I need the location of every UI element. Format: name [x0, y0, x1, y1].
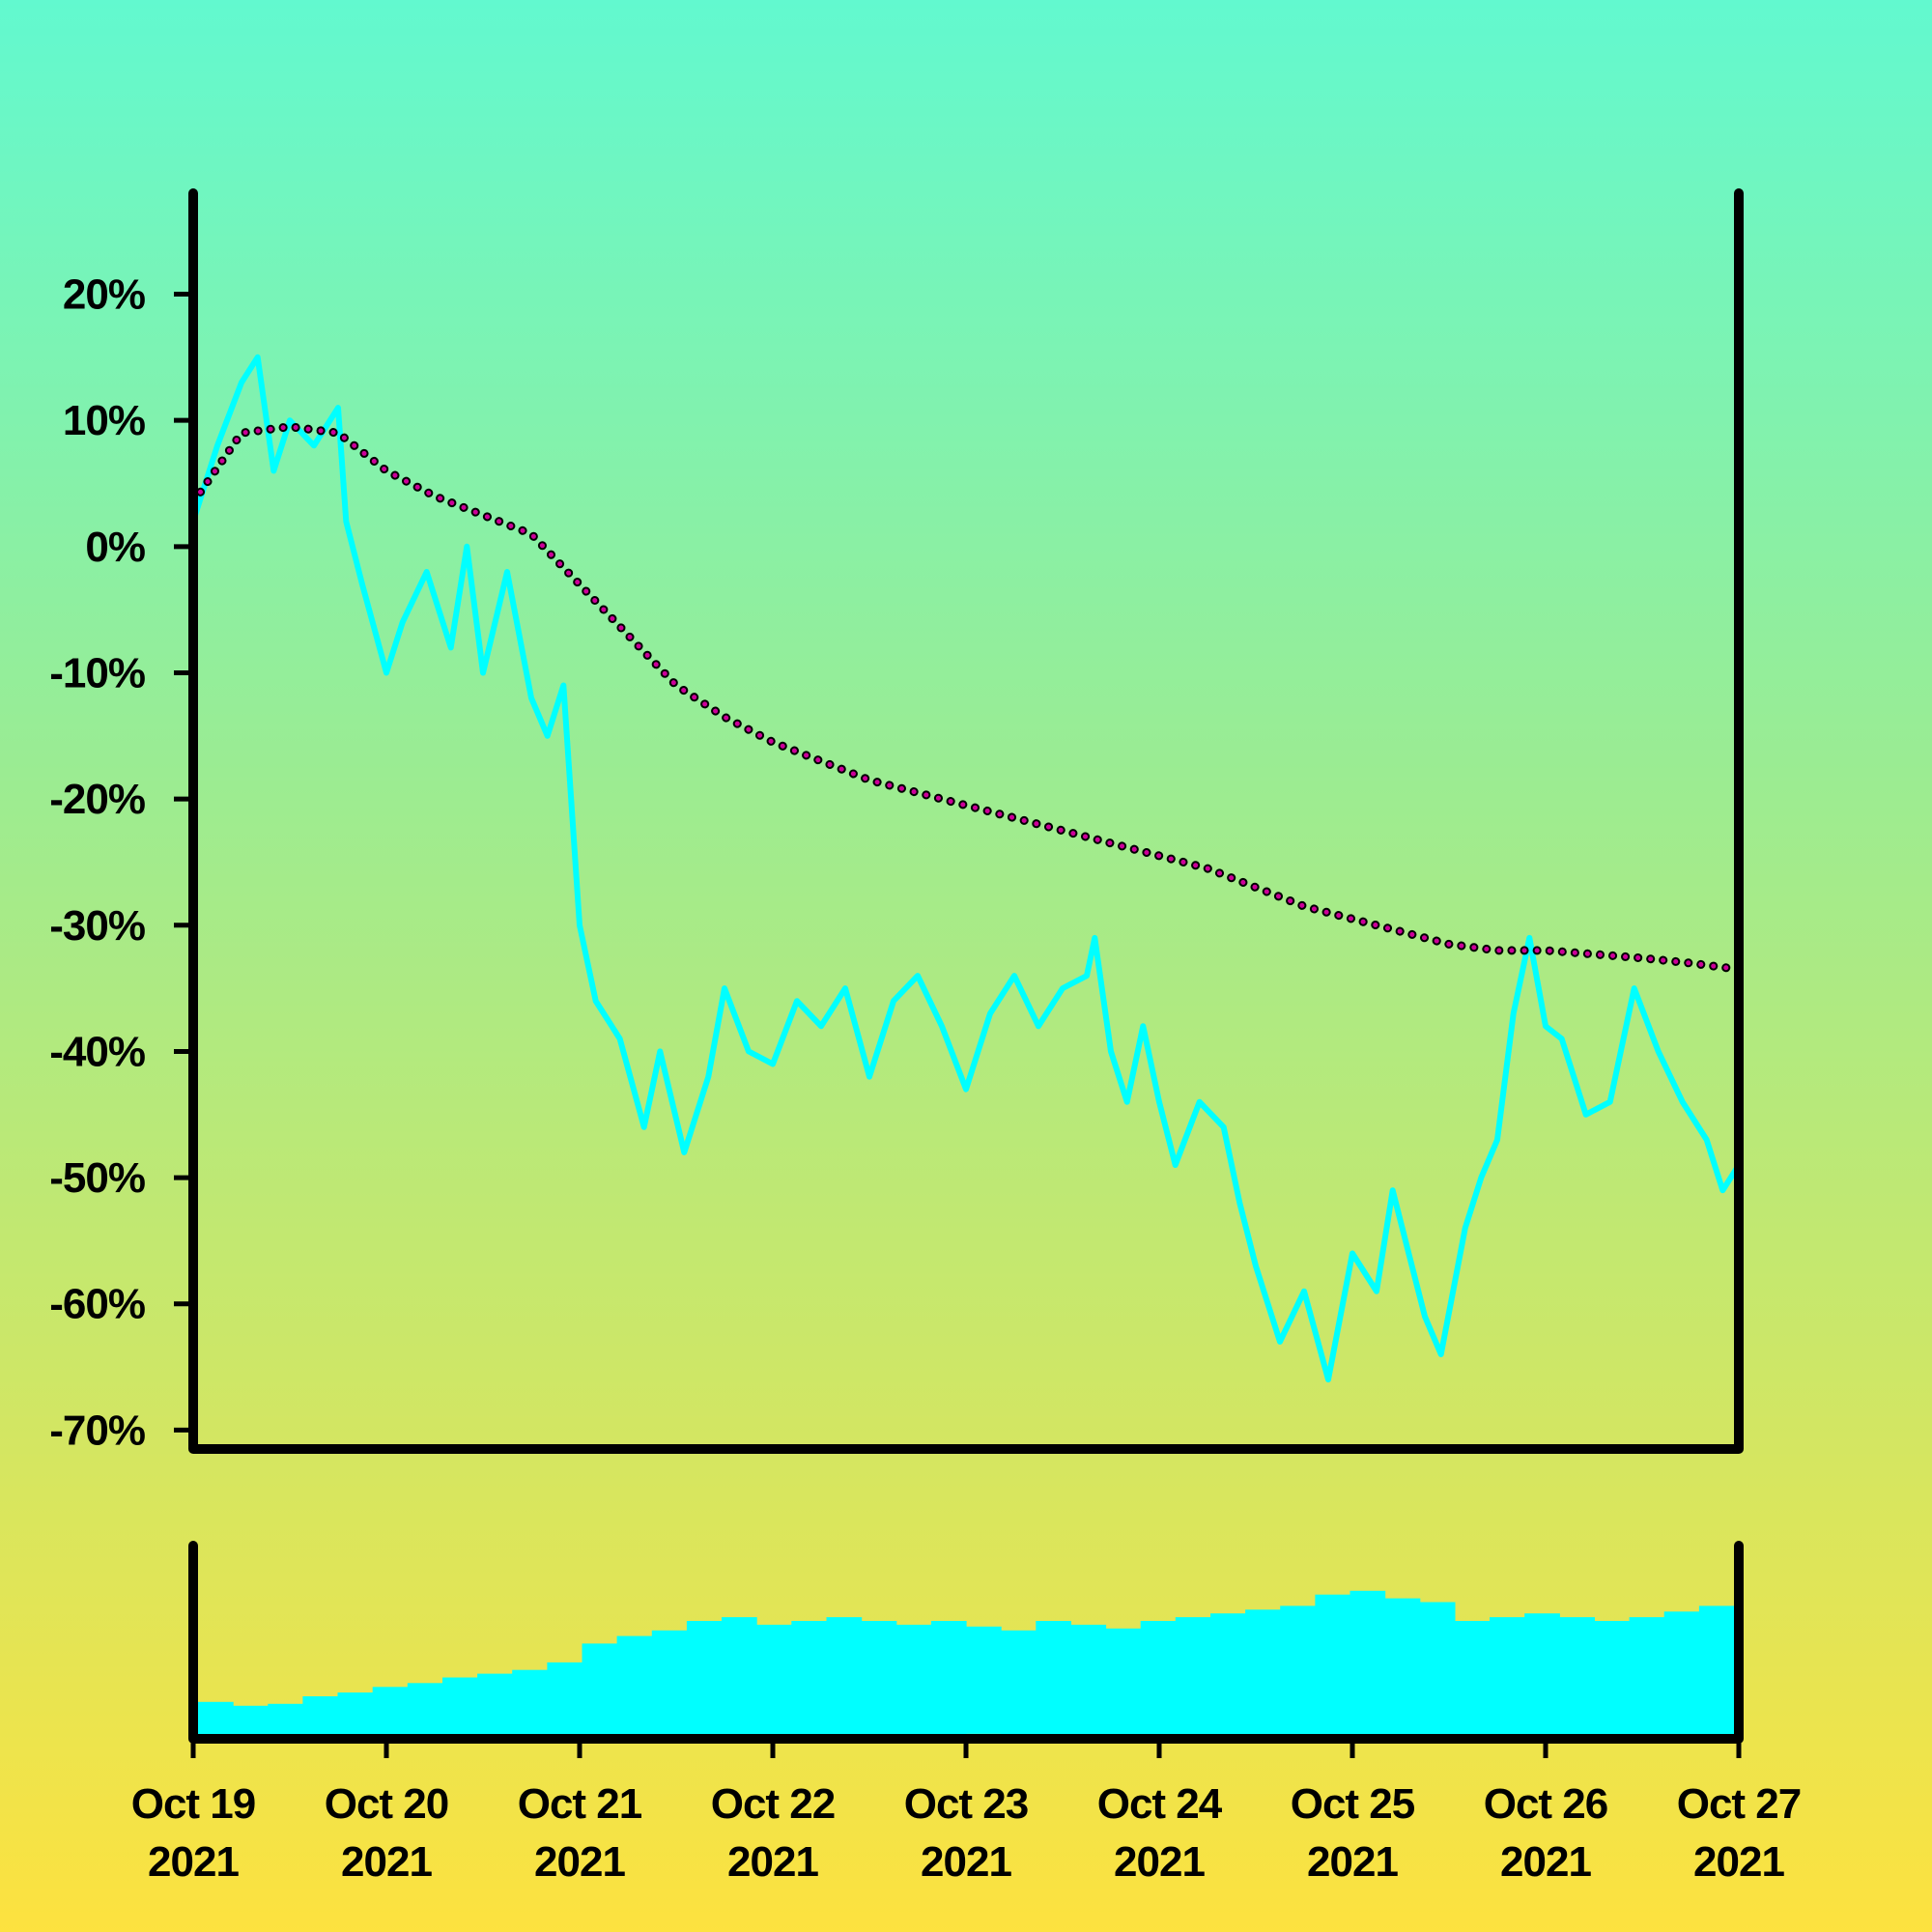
volume-bar [407, 1683, 443, 1734]
y-axis: 20% 10% 0% -10% -20% -30% -40% -50% -60% -70% [49, 271, 193, 1454]
volume-bar [268, 1703, 303, 1734]
x-tick-label-date: Oct 27 [1677, 1780, 1802, 1828]
volume-bar [1210, 1613, 1246, 1734]
volume-bar [1490, 1617, 1525, 1734]
volume-bar [861, 1621, 897, 1734]
x-tick-label-year: 2021 [1114, 1838, 1205, 1886]
volume-bar [1663, 1611, 1700, 1735]
y-tick-label: 0% [85, 524, 145, 571]
volume-bar [616, 1635, 653, 1734]
volume-bar [547, 1662, 583, 1734]
volume-bar [686, 1621, 723, 1734]
volume-bar [198, 1701, 234, 1734]
volume-bar [1280, 1605, 1316, 1734]
volume-bar [372, 1687, 409, 1735]
volume-bar [1594, 1621, 1631, 1734]
x-tick-label: Oct 20 2021 [325, 1780, 449, 1886]
x-tick-label-year: 2021 [148, 1838, 239, 1886]
volume-bar [582, 1643, 618, 1734]
y-tick-label: 10% [63, 397, 145, 444]
y-tick-label: 20% [63, 271, 145, 319]
y-tick-label: -70% [49, 1406, 145, 1454]
moving-average-line-outline [188, 422, 1744, 974]
volume-bar [756, 1624, 792, 1734]
x-axis: Oct 19 2021 Oct 20 2021 Oct 21 2021 Oct 22 2021… [131, 1739, 1802, 1886]
y-tick-label: -60% [49, 1281, 145, 1328]
volume-bar [1629, 1617, 1665, 1734]
volume-bar [651, 1630, 688, 1735]
y-tick-label: -50% [49, 1154, 145, 1202]
volume-bar [1454, 1621, 1491, 1734]
moving-average-line [190, 424, 1742, 972]
x-tick-label-year: 2021 [1693, 1838, 1784, 1886]
volume-bar [1524, 1613, 1560, 1734]
x-tick-label: Oct 27 2021 [1677, 1780, 1802, 1886]
volume-bar [1140, 1621, 1177, 1734]
volume-bar [1384, 1598, 1421, 1734]
volume-bar [1315, 1594, 1351, 1734]
price-change-line [190, 354, 1742, 1383]
volume-bar [1350, 1590, 1386, 1734]
x-tick-label: Oct 23 2021 [904, 1780, 1029, 1886]
x-tick-label-year: 2021 [921, 1838, 1011, 1886]
volume-bar [302, 1696, 339, 1734]
volume-bar [1419, 1602, 1456, 1734]
volume-bar [337, 1692, 374, 1734]
x-tick-label-date: Oct 19 [131, 1780, 256, 1828]
x-tick-label-year: 2021 [1307, 1838, 1398, 1886]
x-tick-label-year: 2021 [727, 1838, 818, 1886]
y-tick-label: -10% [49, 649, 145, 696]
x-tick-label-date: Oct 21 [518, 1780, 642, 1828]
y-tick-label: -20% [49, 776, 145, 823]
plot-frames [188, 188, 1744, 1744]
x-tick-label-date: Oct 24 [1097, 1780, 1223, 1828]
volume-bar [930, 1621, 967, 1734]
volume-bar [1070, 1624, 1107, 1734]
volume-bar [477, 1673, 513, 1734]
volume-bars [198, 1590, 1735, 1735]
volume-bar [233, 1705, 269, 1735]
x-tick-label-date: Oct 23 [904, 1780, 1029, 1828]
volume-bar [826, 1617, 863, 1734]
volume-bar [722, 1617, 757, 1734]
main-plot-frame [188, 188, 1744, 1454]
series-layer [188, 354, 1744, 1383]
x-tick-label: Oct 26 2021 [1484, 1780, 1608, 1886]
volume-bar [1175, 1617, 1211, 1734]
x-tick-label: Oct 21 2021 [518, 1780, 642, 1886]
x-tick-label-year: 2021 [1500, 1838, 1591, 1886]
x-tick-label: Oct 24 2021 [1097, 1780, 1223, 1886]
x-tick-label: Oct 22 2021 [711, 1780, 836, 1886]
volume-bar [512, 1669, 548, 1734]
x-tick-label: Oct 19 2021 [131, 1780, 256, 1886]
volume-bar [1105, 1628, 1142, 1734]
volume-bar [442, 1677, 478, 1734]
x-tick-label-year: 2021 [534, 1838, 625, 1886]
volume-bar [966, 1626, 1002, 1734]
volume-bar [1001, 1630, 1037, 1735]
volume-bar [895, 1624, 932, 1734]
x-tick-label: Oct 25 2021 [1291, 1780, 1415, 1886]
y-tick-label: -40% [49, 1028, 145, 1075]
volume-bar [1245, 1609, 1281, 1734]
x-tick-label-date: Oct 22 [711, 1780, 836, 1828]
x-tick-label-date: Oct 25 [1291, 1780, 1415, 1828]
x-tick-label-date: Oct 26 [1484, 1780, 1608, 1828]
x-tick-label-date: Oct 20 [325, 1780, 449, 1828]
volume-bar [1559, 1617, 1595, 1734]
y-tick-label: -30% [49, 902, 145, 950]
x-tick-label-year: 2021 [341, 1838, 432, 1886]
volume-bar [1698, 1605, 1735, 1734]
volume-bar [791, 1621, 827, 1734]
volume-bar [1036, 1621, 1071, 1734]
volume-plot-frame [188, 1541, 1744, 1744]
